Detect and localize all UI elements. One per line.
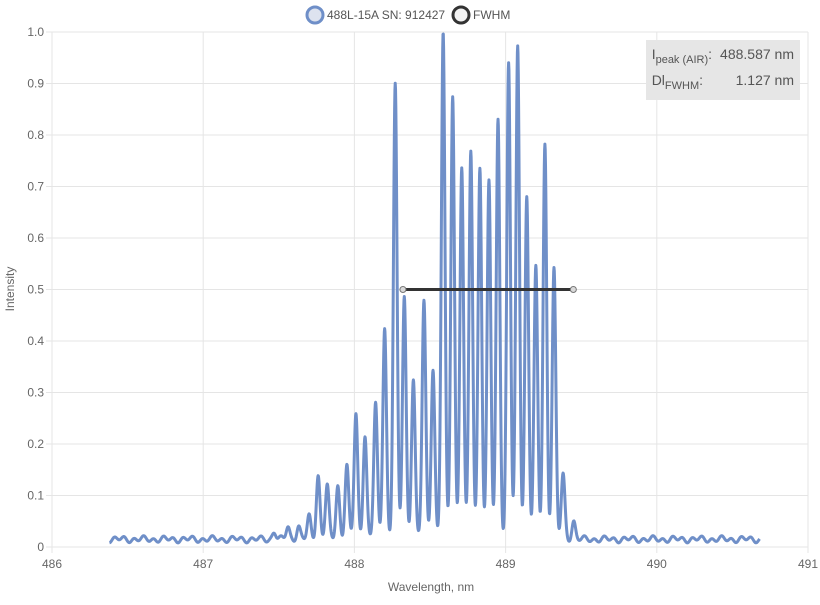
fwhm-point bbox=[569, 286, 577, 293]
x-tick-label: 490 bbox=[647, 557, 667, 571]
x-tick-label: 488 bbox=[344, 557, 364, 571]
y-tick-label: 0.9 bbox=[27, 77, 44, 91]
y-tick-label: 0.1 bbox=[27, 489, 44, 503]
legend-label-fwhm: FWHM bbox=[473, 8, 510, 22]
x-tick-label: 486 bbox=[42, 557, 62, 571]
y-tick-label: 0 bbox=[37, 540, 44, 554]
x-tick-label: 489 bbox=[496, 557, 516, 571]
spectrum-line bbox=[108, 32, 761, 545]
fwhm-label: DlFWHM: bbox=[651, 71, 704, 92]
fwhm-row: DlFWHM: 1.127 nm bbox=[652, 70, 794, 96]
peak-wavelength-row: Ipeak (AIR): 488.587 nm bbox=[652, 44, 794, 70]
legend-swatch-fwhm bbox=[451, 5, 471, 25]
fwhm-point bbox=[399, 286, 407, 293]
fwhm-value: 1.127 nm bbox=[735, 71, 794, 88]
y-tick-label: 0.4 bbox=[27, 334, 44, 348]
legend[interactable]: 488L-15A SN: 912427 FWHM bbox=[305, 5, 510, 25]
peak-wavelength-label: Ipeak (AIR): bbox=[651, 46, 713, 66]
legend-label-spectrum: 488L-15A SN: 912427 bbox=[327, 8, 445, 22]
x-tick-label: 487 bbox=[193, 557, 213, 571]
y-tick-label: 0.7 bbox=[27, 180, 44, 194]
y-tick-label: 0.2 bbox=[27, 437, 44, 451]
x-tick-label: 491 bbox=[798, 557, 818, 571]
x-axis-title: Wavelength, nm bbox=[388, 580, 474, 594]
y-tick-label: 0.5 bbox=[27, 283, 44, 297]
y-tick-label: 0.3 bbox=[27, 386, 44, 400]
peak-wavelength-value: 488.587 nm bbox=[720, 46, 794, 62]
axes: 0 0.1 0.2 0.3 0.4 0.5 0.6 0.7 0.8 0.9 1.0 486 487 488… bbox=[27, 25, 818, 571]
series-layer bbox=[108, 32, 761, 545]
legend-swatch-spectrum bbox=[305, 5, 325, 25]
y-tick-label: 0.6 bbox=[27, 231, 44, 245]
y-tick-label: 0.8 bbox=[27, 128, 44, 142]
peak-info-box: Ipeak (AIR): 488.587 nm DlFWHM: 1.127 nm bbox=[645, 40, 800, 100]
y-tick-label: 1.0 bbox=[27, 25, 44, 39]
y-axis-title: Intensity bbox=[3, 267, 17, 312]
